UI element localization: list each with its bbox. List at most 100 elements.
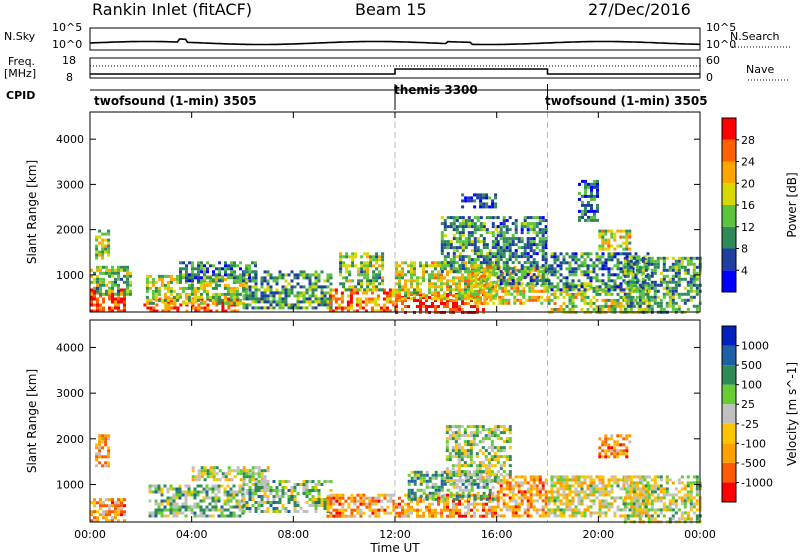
power-scatter-cell (223, 295, 227, 299)
velocity-heatmap (90, 425, 702, 524)
power-scatter-cell (583, 261, 587, 265)
velocity-scatter-cell (445, 470, 449, 474)
power-scatter-cell (683, 286, 687, 290)
power-scatter-cell (535, 225, 539, 229)
power-scatter-cell (474, 277, 478, 281)
power-scatter-cell (388, 297, 392, 301)
power-scatter-cell (580, 298, 584, 302)
power-scatter-cell (616, 261, 620, 265)
power-scatter-cell (565, 289, 569, 293)
velocity-scatter-cell (482, 485, 486, 489)
power-scatter-cell (692, 277, 696, 281)
velocity-scatter-cell (460, 473, 464, 477)
power-scatter-cell (385, 309, 389, 313)
power-scatter-cell (659, 277, 663, 281)
power-scatter-cell (607, 244, 611, 248)
velocity-scatter-cell (199, 508, 203, 512)
velocity-scatter-cell (111, 498, 114, 502)
power-scatter-cell (379, 309, 383, 313)
power-scatter-cell (422, 296, 425, 299)
power-scatter-cell (580, 255, 584, 259)
power-scatter-cell (610, 301, 614, 305)
power-scatter-cell (461, 308, 464, 311)
power-scatter-cell (559, 307, 563, 311)
power-scatter-cell (641, 301, 645, 305)
velocity-scatter-cell (431, 494, 435, 498)
velocity-scatter-cell (90, 501, 93, 505)
power-scatter-cell (205, 289, 209, 293)
power-scatter-cell (635, 286, 639, 290)
velocity-scatter-cell (484, 458, 488, 462)
power-scatter-cell (381, 264, 385, 268)
power-scatter-cell (458, 222, 462, 226)
power-scatter-cell (596, 218, 599, 222)
power-scatter-cell (287, 294, 291, 298)
velocity-scatter-cell (484, 467, 488, 471)
power-scatter-cell (653, 280, 657, 284)
velocity-scatter-cell (102, 510, 105, 514)
velocity-scatter-cell (532, 487, 536, 491)
velocity-scatter-cell (493, 434, 497, 438)
power-scatter-cell (665, 283, 669, 287)
power-scatter-cell (401, 297, 404, 301)
velocity-scatter-cell (472, 431, 476, 435)
velocity-scatter-cell (508, 481, 512, 485)
power-scatter-cell (226, 286, 230, 290)
power-scatter-cell (461, 243, 465, 247)
power-scatter-cell (535, 246, 539, 250)
power-scatter-cell (498, 295, 502, 299)
power-scatter-cell (541, 255, 545, 259)
power-scatter-cell (502, 276, 506, 280)
velocity-scatter-cell (517, 484, 521, 488)
power-scatter-cell (248, 264, 251, 268)
power-scatter-cell (550, 298, 554, 302)
power-scatter-cell (662, 259, 666, 263)
power-scatter-cell (357, 270, 361, 274)
velocity-scatter-cell (640, 508, 644, 512)
power-scatter-cell (263, 279, 267, 283)
power-scatter-cell (647, 256, 651, 260)
power-scatter-cell (544, 282, 548, 286)
power-scatter-cell (671, 265, 675, 269)
power-scatter-cell (473, 246, 477, 250)
power-scatter-cell (647, 286, 651, 290)
power-scatter-cell (474, 292, 478, 296)
power-scatter-cell (565, 267, 569, 271)
power-scatter-cell (541, 216, 545, 220)
power-scatter-cell (248, 294, 252, 298)
power-scatter-cell (477, 298, 481, 302)
velocity-scatter-cell (200, 472, 204, 476)
power-scatter-cell (206, 267, 209, 271)
power-scatter-cell (650, 256, 654, 260)
power-scatter-cell (494, 258, 498, 262)
velocity-scatter-cell (217, 490, 221, 494)
velocity-scatter-cell (502, 478, 506, 482)
velocity-scatter-cell (458, 485, 462, 489)
power-scatter-cell (601, 261, 605, 265)
power-scatter-cell (638, 268, 642, 272)
velocity-scatter-cell (475, 434, 479, 438)
power-scatter-cell (535, 261, 539, 265)
power-scatter-cell (662, 286, 666, 290)
power-scatter-cell (587, 203, 590, 207)
velocity-scatter-cell (248, 492, 252, 495)
velocity-scatter-cell (263, 495, 267, 498)
velocity-scatter-cell (181, 505, 185, 509)
velocity-scatter-cell (517, 475, 521, 479)
velocity-scatter-cell (102, 513, 105, 517)
velocity-scatter-cell (499, 479, 503, 483)
velocity-scatter-cell (341, 502, 345, 506)
velocity-scatter-cell (275, 495, 279, 498)
velocity-scatter-cell (490, 455, 494, 459)
velocity-scatter-cell (493, 425, 497, 429)
velocity-scatter-cell (362, 511, 366, 515)
power-scatter-cell (419, 299, 422, 302)
velocity-scatter-cell (490, 434, 494, 438)
power-scatter-cell (357, 279, 361, 283)
power-scatter-cell (622, 288, 626, 292)
velocity-scatter-cell (493, 428, 497, 432)
velocity-scatter-cell (206, 469, 210, 473)
power-scatter-cell (200, 297, 204, 301)
power-scatter-cell (461, 219, 465, 223)
power-scatter-cell (480, 283, 484, 287)
